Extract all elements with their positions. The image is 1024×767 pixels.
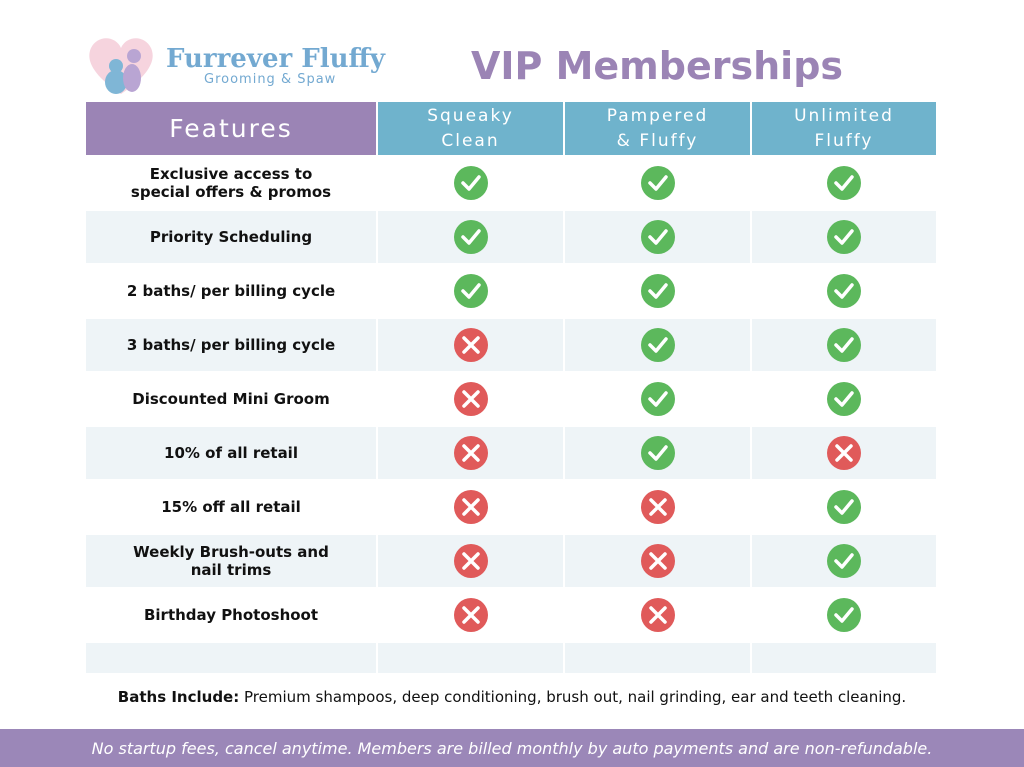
check-icon [453, 166, 488, 200]
feature-cell: 10% of all retail [86, 427, 376, 479]
plan-cell [565, 157, 750, 209]
footer: No startup fees, cancel anytime. Members… [0, 729, 1024, 767]
feature-cell: 2 baths/ per billing cycle [86, 265, 376, 317]
plan-cell [378, 211, 563, 263]
plan-cell [752, 481, 936, 533]
plan-cell [752, 319, 936, 371]
plan-cell [565, 211, 750, 263]
feature-cell: Weekly Brush-outs and nail trims [86, 535, 376, 587]
tagline: Grooming & Spaw [204, 72, 337, 87]
cross-icon [453, 436, 488, 470]
feature-cell: 3 baths/ per billing cycle [86, 319, 376, 371]
cross-icon [453, 598, 488, 632]
cross-icon [453, 544, 488, 578]
plan-cell [565, 589, 750, 641]
plan-cell [752, 427, 936, 479]
cross-icon [827, 436, 861, 470]
plan-cell [565, 319, 750, 371]
check-icon [827, 166, 861, 200]
cross-icon [640, 490, 675, 524]
plan-cell [752, 373, 936, 425]
empty-cell [752, 643, 936, 673]
note: Baths Include: Premium shampoos, deep co… [0, 688, 1024, 706]
check-icon [640, 274, 675, 308]
plan-cell [565, 427, 750, 479]
feature-cell: Priority Scheduling [86, 211, 376, 263]
empty-cell [86, 643, 376, 673]
plan-cell [378, 265, 563, 317]
feature-cell: Discounted Mini Groom [86, 373, 376, 425]
check-icon [453, 274, 488, 308]
plan-cell [378, 535, 563, 587]
plan-cell [378, 373, 563, 425]
plan-cell [752, 211, 936, 263]
plan-cell [565, 481, 750, 533]
cross-icon [640, 598, 675, 632]
cross-icon [640, 544, 675, 578]
plan-cell [752, 265, 936, 317]
feature-cell: 15% off all retail [86, 481, 376, 533]
plan-cell [752, 157, 936, 209]
plan-cell [378, 589, 563, 641]
plan-cell [378, 157, 563, 209]
cross-icon [453, 490, 488, 524]
check-icon [640, 436, 675, 470]
plan-header: Squeaky Clean [378, 102, 563, 155]
plan-cell [752, 589, 936, 641]
cross-icon [453, 328, 488, 362]
check-icon [827, 598, 861, 632]
check-icon [827, 382, 861, 416]
title: VIP Memberships [470, 44, 844, 88]
check-icon [453, 220, 488, 254]
plan-header: Unlimited Fluffy [752, 102, 936, 155]
feature-header: Features [86, 102, 376, 155]
logo-icon [89, 38, 153, 94]
plan-cell [565, 535, 750, 587]
plan-header: Pampered & Fluffy [565, 102, 750, 155]
plan-cell [378, 319, 563, 371]
check-icon [827, 544, 861, 578]
check-icon [640, 382, 675, 416]
plan-cell [752, 535, 936, 587]
check-icon [827, 220, 861, 254]
cross-icon [453, 382, 488, 416]
empty-cell [565, 643, 750, 673]
plan-cell [565, 373, 750, 425]
feature-cell: Exclusive access to special offers & pro… [86, 157, 376, 209]
plan-cell [565, 265, 750, 317]
note-text: Premium shampoos, deep conditioning, bru… [244, 688, 907, 706]
plan-cell [378, 427, 563, 479]
check-icon [827, 274, 861, 308]
check-icon [827, 490, 861, 524]
check-icon [640, 328, 675, 362]
empty-cell [378, 643, 563, 673]
note-label: Baths Include: [117, 688, 240, 706]
feature-cell: Birthday Photoshoot [86, 589, 376, 641]
check-icon [640, 166, 675, 200]
plan-cell [378, 481, 563, 533]
check-icon [640, 220, 675, 254]
brand: Furrever Fluffy [166, 44, 385, 74]
check-icon [827, 328, 861, 362]
